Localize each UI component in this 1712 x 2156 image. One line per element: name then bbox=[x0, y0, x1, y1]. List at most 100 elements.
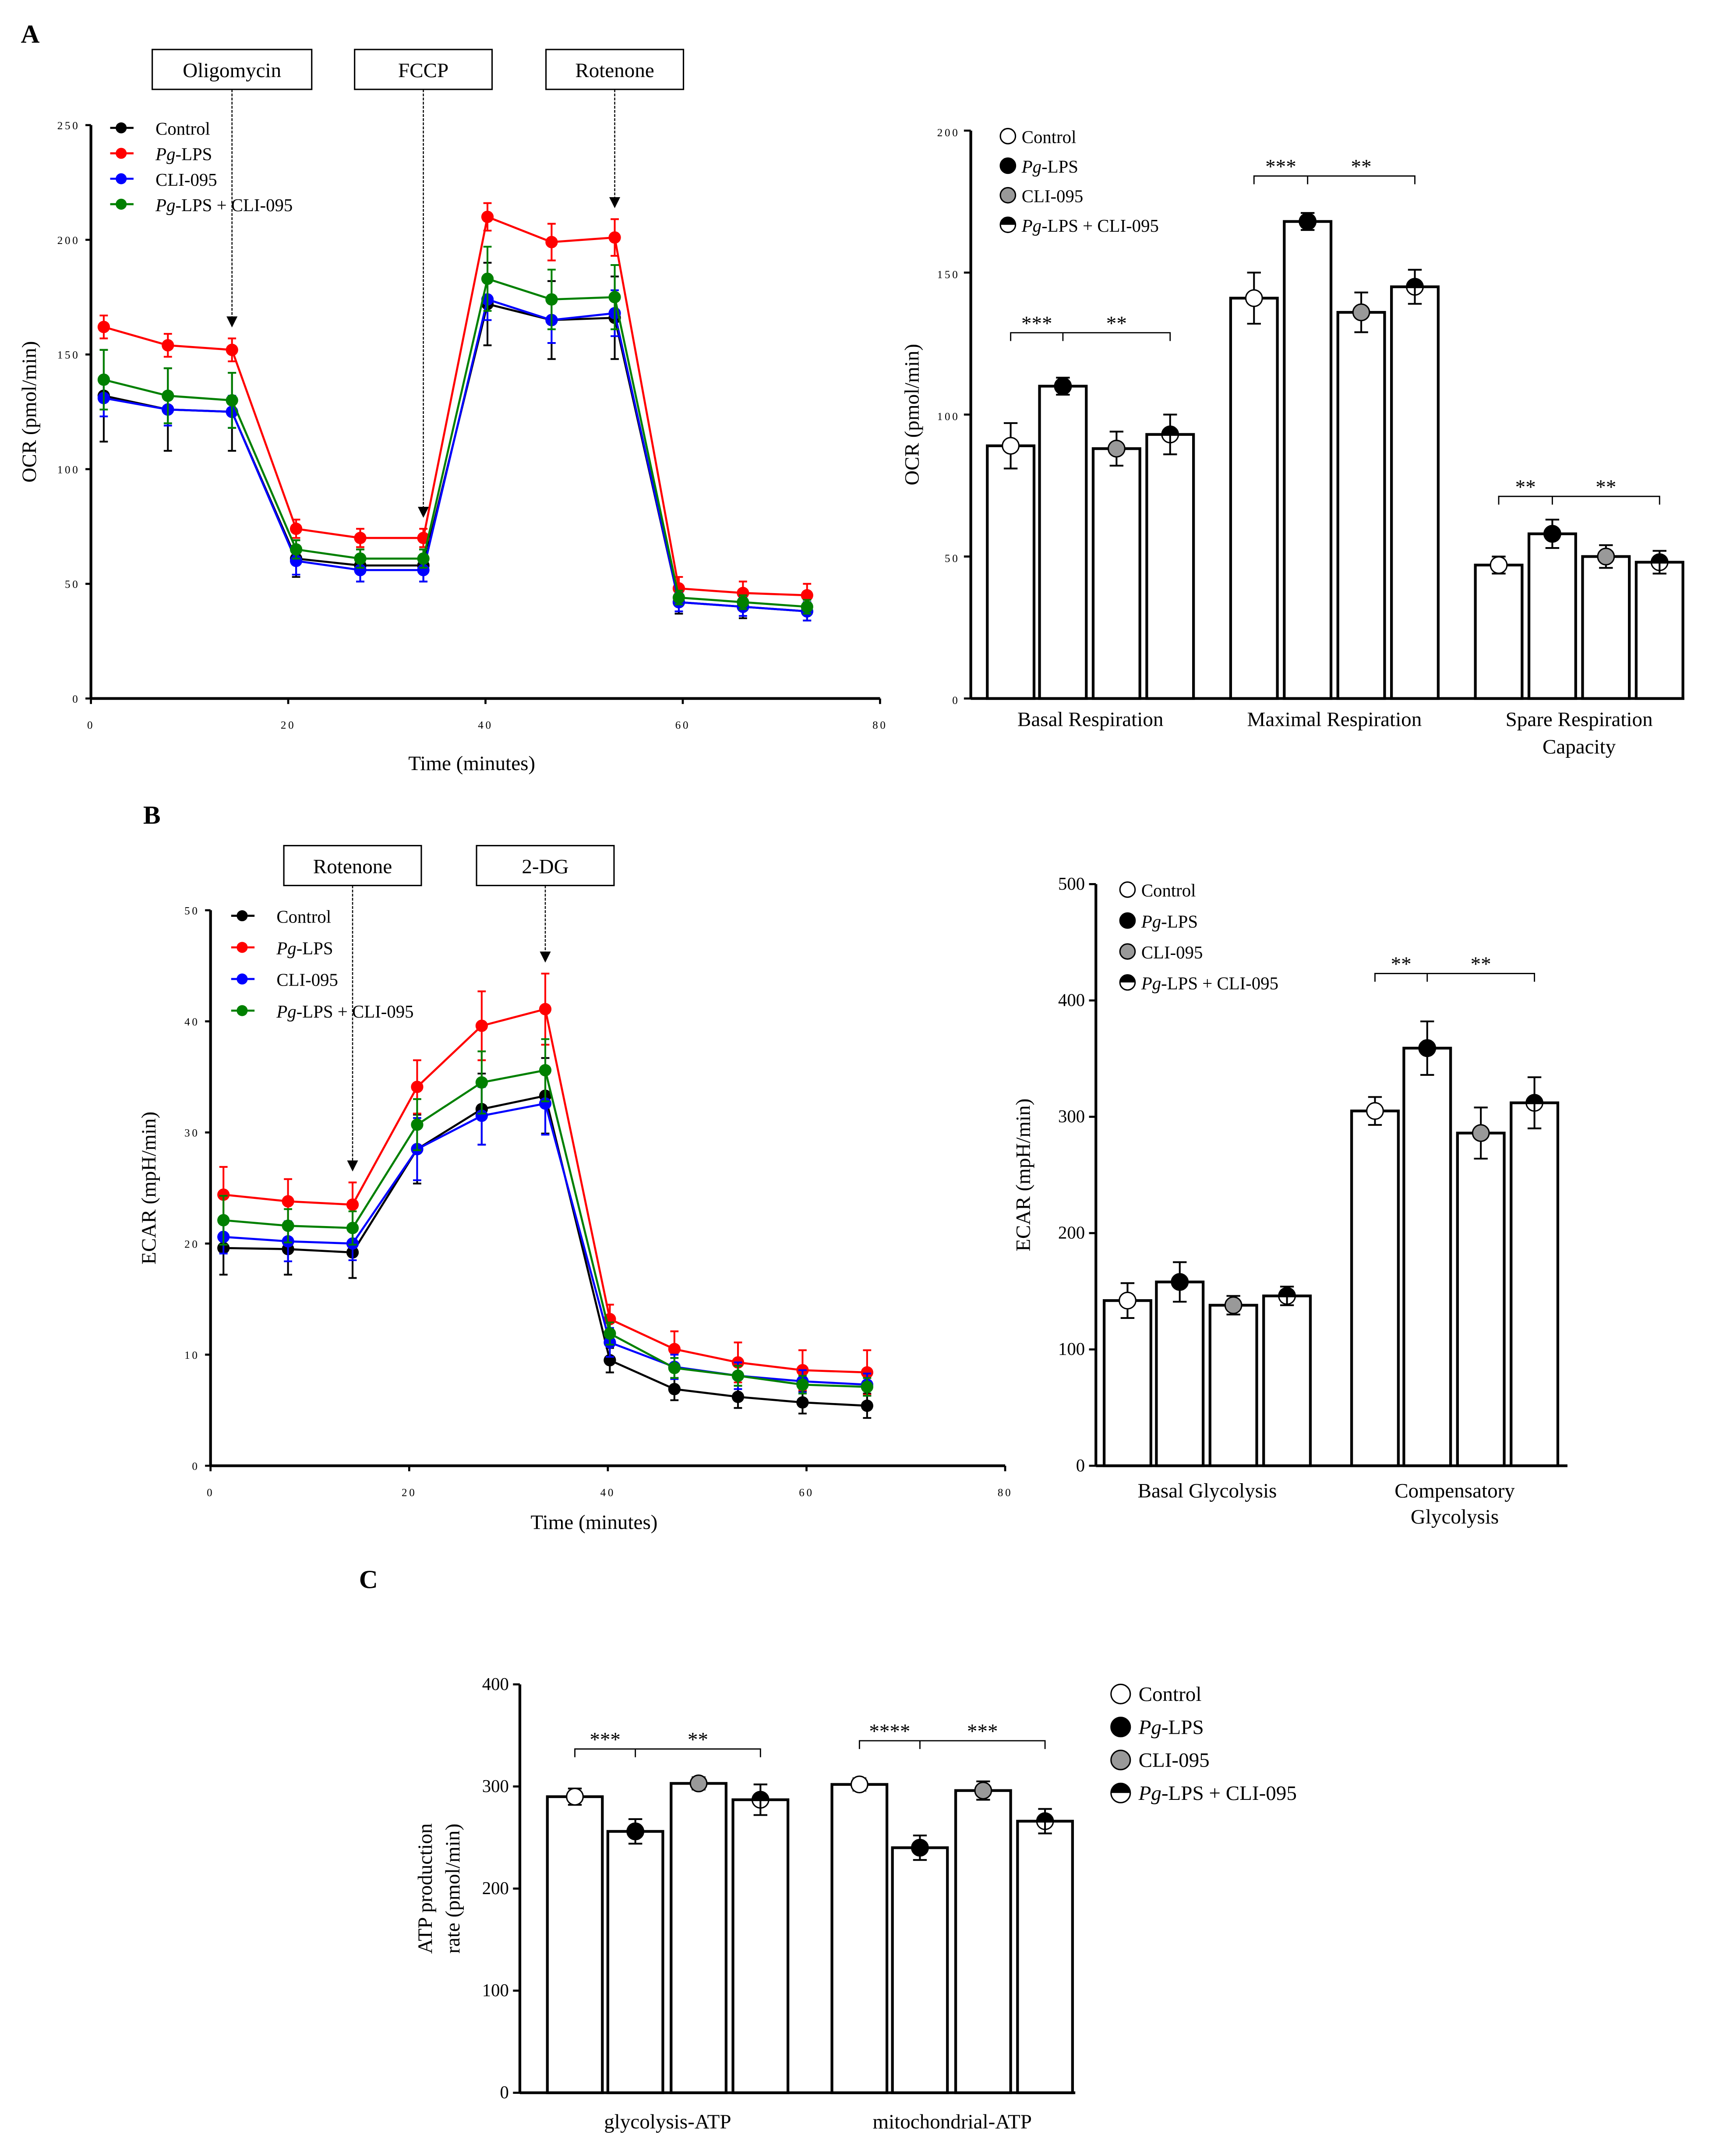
data-point bbox=[545, 236, 558, 248]
injection-box bbox=[283, 845, 422, 887]
bar bbox=[1283, 220, 1333, 700]
significance-label: ** bbox=[1596, 476, 1616, 498]
x-axis-label: Time (minutes) bbox=[531, 1511, 658, 1534]
legend-marker bbox=[237, 1005, 248, 1016]
x-tick-label: 20 bbox=[281, 720, 296, 732]
italic: Pg bbox=[1138, 1716, 1161, 1739]
bar bbox=[1145, 433, 1195, 700]
legend-label: CLI-095 bbox=[1141, 943, 1203, 962]
data-point bbox=[604, 1327, 616, 1340]
arrow-down-icon bbox=[609, 197, 621, 209]
bar bbox=[546, 1795, 604, 2094]
marker bbox=[1002, 437, 1020, 455]
marker-top bbox=[1278, 1287, 1295, 1296]
bar bbox=[1262, 1294, 1312, 1467]
data-point bbox=[737, 596, 749, 608]
data-point bbox=[668, 1383, 681, 1396]
x-tick-label: 60 bbox=[675, 720, 691, 732]
legend-label: Control bbox=[155, 119, 210, 139]
y-tick-label: 150 bbox=[937, 269, 960, 281]
data-point bbox=[801, 589, 813, 602]
y-tick-label: 100 bbox=[482, 1980, 509, 2000]
marker bbox=[1110, 1782, 1131, 1803]
marker bbox=[1119, 974, 1136, 991]
data-point bbox=[801, 601, 813, 613]
category-label: glycolysis-ATP bbox=[604, 2110, 731, 2133]
marker bbox=[689, 1774, 708, 1792]
significance-label: ** bbox=[1471, 953, 1491, 976]
bar bbox=[1102, 1299, 1152, 1467]
panel-label-a: A bbox=[21, 19, 40, 48]
marker-top bbox=[1111, 1783, 1130, 1793]
marker-top bbox=[1037, 1813, 1053, 1821]
legend-label: Pg-LPS bbox=[1021, 157, 1078, 177]
rest: -LPS bbox=[175, 145, 212, 164]
legend-label: Pg-LPS + CLI-095 bbox=[155, 195, 293, 215]
significance-bracket bbox=[1498, 495, 1660, 505]
x-tick-label: 80 bbox=[998, 1487, 1013, 1499]
data-point bbox=[539, 1003, 552, 1015]
y-tick-label: 10 bbox=[184, 1350, 200, 1361]
legend-label: Pg-LPS bbox=[1138, 1716, 1204, 1739]
marker bbox=[1119, 943, 1136, 960]
marker bbox=[1406, 278, 1424, 296]
data-point bbox=[545, 293, 558, 306]
marker bbox=[1161, 425, 1179, 444]
marker bbox=[751, 1791, 770, 1809]
chart-ocr-bars: 0 50 100 150 200 OCR (pmol/min) Basal Respirat… bbox=[900, 127, 1684, 758]
data-point bbox=[861, 1381, 873, 1393]
marker bbox=[1110, 1717, 1131, 1738]
marker bbox=[1119, 1291, 1137, 1310]
marker bbox=[1299, 212, 1317, 231]
marker bbox=[1543, 525, 1561, 543]
series-line bbox=[103, 298, 807, 613]
y-tick-label: 300 bbox=[482, 1776, 509, 1796]
marker bbox=[1245, 289, 1263, 307]
y-axis-label: ECAR (mpH/min) bbox=[1012, 1099, 1035, 1251]
y-tick-label: 0 bbox=[1076, 1456, 1085, 1475]
rest: -LPS + CLI-095 bbox=[1161, 974, 1278, 993]
marker bbox=[1171, 1273, 1189, 1291]
category-label: Basal Glycolysis bbox=[1138, 1479, 1277, 1502]
data-point bbox=[97, 373, 110, 386]
marker bbox=[911, 1838, 929, 1857]
marker bbox=[1525, 1094, 1544, 1112]
marker bbox=[1597, 548, 1615, 566]
marker bbox=[850, 1775, 868, 1794]
injection-label: 2-DG bbox=[522, 855, 568, 878]
significance-label: *** bbox=[967, 1720, 998, 1743]
bar bbox=[1336, 311, 1386, 700]
arrow-down-icon bbox=[347, 1160, 358, 1172]
significance-label: *** bbox=[1265, 156, 1296, 178]
marker bbox=[1490, 556, 1508, 574]
marker bbox=[1054, 377, 1072, 396]
marker bbox=[626, 1822, 645, 1841]
marker-top bbox=[1406, 278, 1423, 287]
data-point bbox=[861, 1400, 873, 1412]
series-pg-lps-cli-095 bbox=[97, 246, 813, 615]
data-point bbox=[475, 1019, 488, 1032]
legend-marker bbox=[237, 973, 248, 985]
series-line bbox=[103, 303, 807, 613]
category-label: Basal Respiration bbox=[1017, 708, 1163, 731]
italic: Pg bbox=[276, 1002, 296, 1021]
y-tick-label: 100 bbox=[937, 411, 960, 423]
significance-bracket bbox=[1010, 332, 1171, 341]
series-line bbox=[223, 1094, 867, 1407]
x-tick-label: 60 bbox=[799, 1487, 814, 1499]
data-point bbox=[217, 1188, 230, 1201]
legend-label: Control bbox=[1141, 881, 1196, 901]
y-axis-label: OCR (pmol/min) bbox=[900, 344, 923, 485]
x-tick-label: 80 bbox=[872, 720, 888, 732]
bar bbox=[954, 1789, 1012, 2094]
chart-ocr-time: 0 50 100 150 200 250 0 20 40 60 80 Time (minutes) OC… bbox=[18, 49, 888, 775]
bar bbox=[830, 1783, 889, 2094]
x-tick-label: 0 bbox=[87, 720, 95, 732]
y-tick-label: 0 bbox=[500, 2082, 508, 2102]
significance-label: ** bbox=[1391, 953, 1412, 976]
marker bbox=[1107, 439, 1126, 458]
category-label: Spare Respiration bbox=[1506, 708, 1653, 731]
y-tick-label: 100 bbox=[1058, 1339, 1085, 1359]
data-point bbox=[289, 543, 303, 556]
data-point bbox=[162, 389, 174, 402]
